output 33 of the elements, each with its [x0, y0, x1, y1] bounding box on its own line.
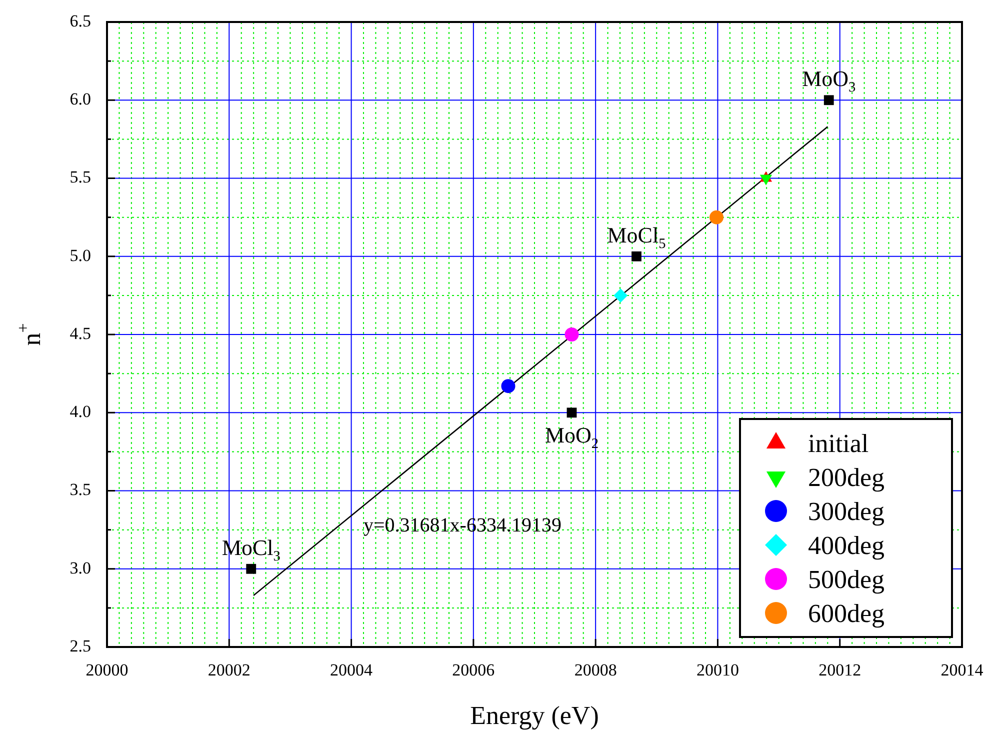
- y-axis-title: n+: [13, 323, 46, 346]
- y-tick-label: 5.5: [70, 168, 91, 187]
- x-tick-label: 20010: [696, 660, 739, 680]
- point: [501, 379, 516, 394]
- y-tick-label: 6.5: [70, 11, 91, 30]
- x-axis-title: Energy (eV): [470, 701, 599, 730]
- y-tick-label: 4.0: [70, 402, 91, 422]
- point: [709, 210, 724, 224]
- legend-label: initial: [808, 429, 869, 458]
- y-tick-label: 6.0: [70, 90, 91, 109]
- x-tick-label: 20000: [86, 660, 128, 680]
- point: [564, 328, 579, 342]
- legend-label: 300deg: [808, 497, 885, 526]
- point: [566, 408, 577, 418]
- legend-label: 400deg: [808, 531, 885, 560]
- y-tick-label: 5.0: [70, 246, 91, 265]
- y-tick-label: 3.5: [70, 480, 91, 500]
- point: [632, 251, 642, 262]
- y-tick-label: 4.5: [70, 324, 91, 343]
- point: [246, 564, 256, 574]
- x-tick-label: 20004: [330, 660, 374, 680]
- point: [824, 95, 834, 106]
- legend-label: 600deg: [808, 599, 885, 628]
- point: [614, 288, 628, 302]
- legend-label: 500deg: [808, 565, 885, 594]
- x-tick-label: 20002: [208, 660, 250, 680]
- y-tick-label: 2.5: [70, 636, 91, 656]
- y-tick-label: 3.0: [70, 558, 91, 578]
- legend-label: 200deg: [808, 463, 885, 492]
- x-tick-label: 20006: [452, 660, 495, 680]
- x-tick-label: 20008: [574, 660, 617, 680]
- x-tick-label: 20012: [818, 660, 862, 680]
- x-tick-label: 20014: [940, 660, 984, 680]
